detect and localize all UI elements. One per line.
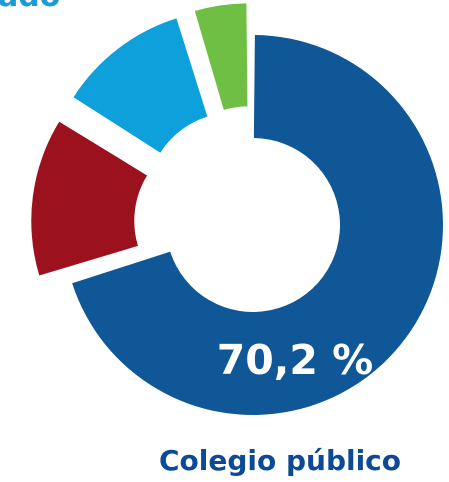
chart-title-fragment: ado	[0, 0, 60, 14]
donut-slice-2	[31, 121, 148, 276]
slice-value-label-1: 70,2 %	[217, 336, 374, 384]
donut-slice-4	[194, 3, 248, 110]
donut-slice-3	[73, 18, 208, 153]
donut-labels: 70,2 %	[217, 336, 374, 384]
category-label: Colegio público	[158, 444, 402, 477]
donut-slice-1	[72, 35, 444, 416]
donut-slices	[31, 3, 444, 416]
